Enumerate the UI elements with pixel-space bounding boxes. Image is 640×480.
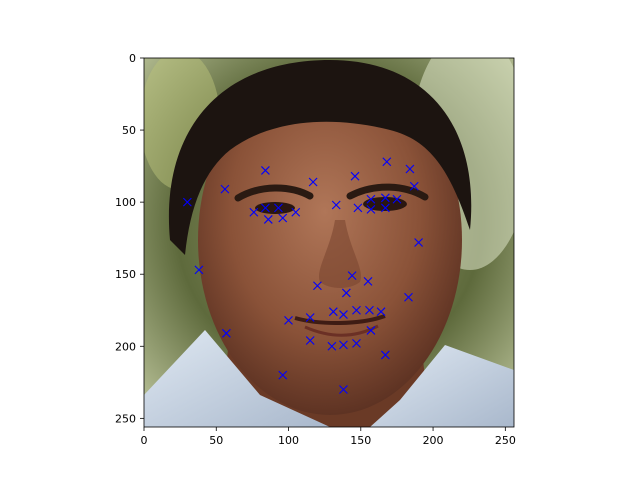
- landmark-point: [341, 288, 351, 298]
- landmark-point: [366, 326, 376, 335]
- landmark-point: [261, 203, 270, 213]
- y-axis: 0 50 100 150 200 250: [115, 52, 144, 425]
- landmark-point: [274, 203, 283, 213]
- plot-area: [143, 57, 515, 428]
- x-tick-label: 100: [278, 434, 299, 447]
- landmark-point: [353, 203, 363, 213]
- landmark-point: [380, 193, 390, 203]
- landmark-point: [404, 292, 413, 302]
- landmark-point: [366, 194, 376, 204]
- landmark-point: [249, 207, 259, 217]
- landmark-point: [278, 370, 288, 380]
- landmark-point: [409, 181, 419, 191]
- landmark-point: [380, 203, 390, 213]
- landmark-point: [347, 271, 357, 281]
- x-tick-label: 0: [141, 434, 148, 447]
- landmark-point: [278, 213, 288, 223]
- landmark-point: [291, 207, 301, 217]
- x-tick-label: 50: [209, 434, 223, 447]
- landmark-point: [182, 197, 192, 207]
- landmark-markers: [182, 157, 423, 394]
- y-tick-label: 200: [115, 340, 136, 353]
- landmark-point: [263, 215, 273, 224]
- landmark-point: [327, 341, 337, 351]
- landmark-point: [366, 204, 376, 214]
- landmark-point: [352, 305, 361, 315]
- y-tick-label: 50: [122, 124, 136, 137]
- landmark-point: [376, 307, 386, 317]
- landmark-point: [305, 336, 315, 345]
- x-tick-label: 150: [350, 434, 371, 447]
- landmark-point: [339, 385, 348, 394]
- landmark-point: [350, 171, 360, 181]
- landmark-point: [339, 340, 348, 350]
- landmark-point: [339, 310, 348, 319]
- x-tick-label: 200: [423, 434, 444, 447]
- y-tick-label: 0: [129, 52, 136, 65]
- landmark-point: [220, 184, 230, 194]
- x-tick-label: 250: [495, 434, 516, 447]
- landmark-point: [284, 315, 293, 325]
- photo-image: [144, 58, 514, 427]
- landmark-point: [305, 313, 315, 322]
- landmark-point: [352, 339, 361, 348]
- y-tick-label: 100: [115, 196, 136, 209]
- landmark-point: [328, 307, 338, 317]
- landmark-point: [382, 157, 392, 167]
- landmark-point: [261, 166, 270, 175]
- landmark-point: [194, 265, 204, 275]
- landmark-point: [392, 194, 402, 204]
- landmark-point: [365, 305, 374, 315]
- landmark-point: [414, 238, 423, 247]
- landmark-point: [405, 164, 415, 174]
- landmark-point: [313, 281, 322, 291]
- landmark-point: [308, 177, 318, 187]
- landmark-point: [380, 350, 390, 360]
- landmark-point: [363, 277, 373, 286]
- landmark-point: [221, 328, 231, 338]
- x-axis: 0 50 100 150 200 250: [141, 427, 516, 447]
- y-tick-label: 250: [115, 412, 136, 425]
- landmark-point: [331, 200, 341, 210]
- y-tick-label: 150: [115, 268, 136, 281]
